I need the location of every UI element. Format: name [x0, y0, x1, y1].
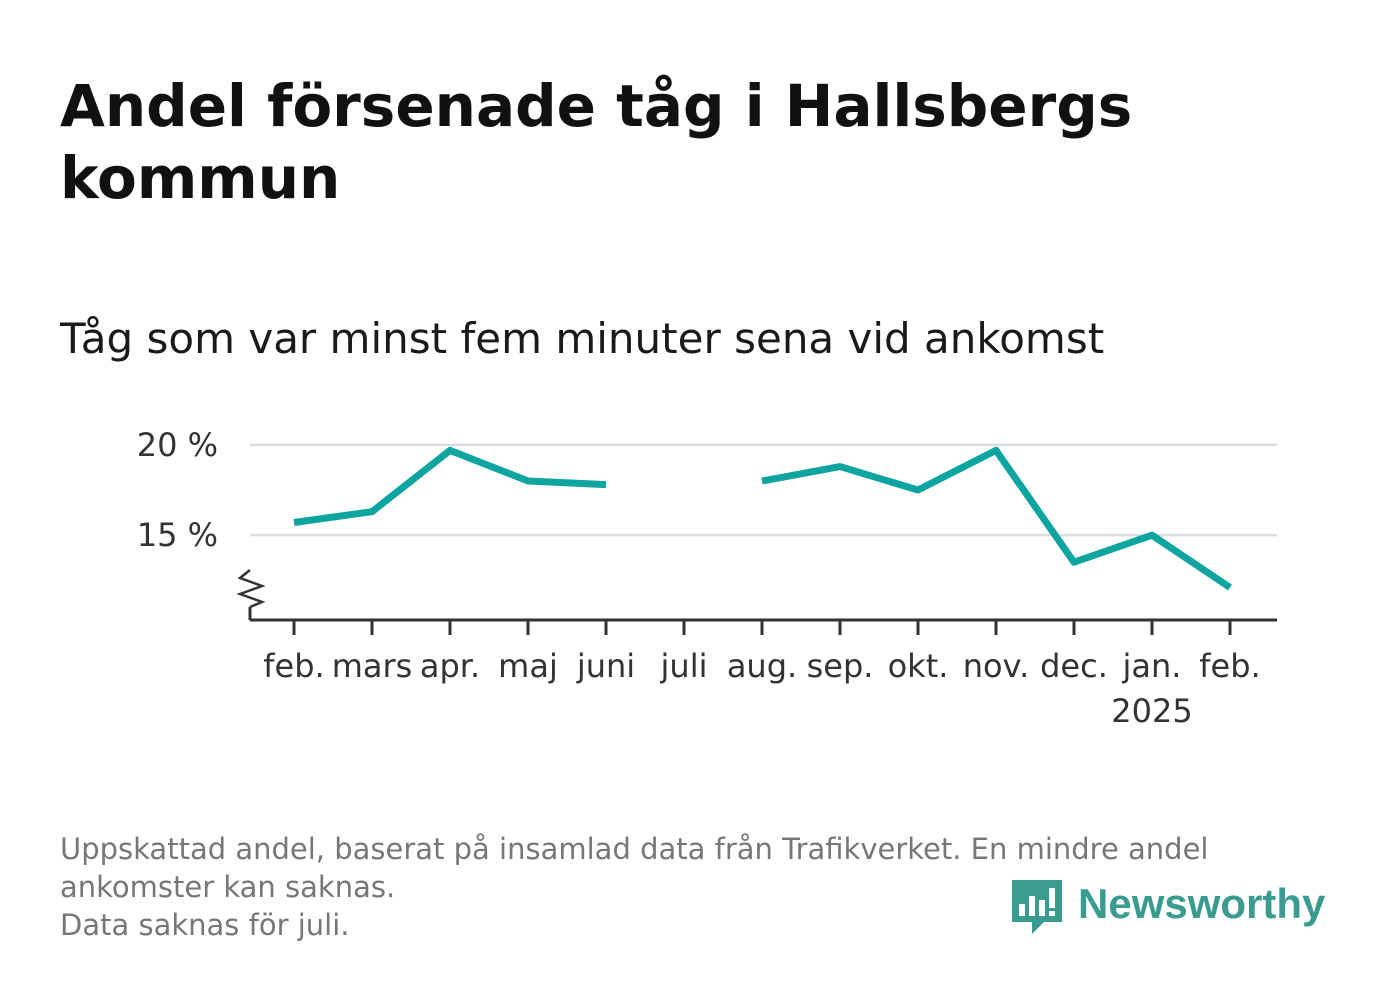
- bar-chart-speech-bubble-icon: [1012, 880, 1062, 934]
- x-tick-label: mars: [332, 647, 413, 685]
- axis-break-marker: [236, 569, 266, 609]
- chart-title: Andel försenade tåg i Hallsbergs kommun: [60, 72, 1133, 212]
- y-tick-label: 15 %: [137, 516, 218, 554]
- x-tick-label: feb.: [1199, 647, 1260, 685]
- brand-logo-text: Newsworthy: [1078, 880, 1326, 927]
- x-tick-label: jan.: [1122, 647, 1182, 685]
- grid-lines: [250, 443, 1277, 537]
- footnote-line-2: ankomster kan saknas.: [60, 870, 396, 904]
- x-axis-ticks: feb. mars apr. maj juni juli aug. sep. okt. nov. d…: [263, 620, 1261, 730]
- x-tick-label: juni: [576, 647, 635, 685]
- y-axis-ticks: 15 % 20 %: [137, 426, 218, 554]
- y-tick-label: 20 %: [137, 426, 218, 464]
- chart-subtitle: Tåg som var minst fem minuter sena vid a…: [60, 314, 1105, 363]
- footnote-line-3: Data saknas för juli.: [60, 908, 350, 942]
- x-tick-label: okt.: [888, 647, 949, 685]
- series-line-segment: [761, 446, 1232, 591]
- footnote: Uppskattad andel, baserat på insamlad da…: [60, 830, 1360, 944]
- x-tick-label: aug.: [727, 647, 797, 685]
- x-tick-label: nov.: [963, 647, 1029, 685]
- x-tick-label: sep.: [807, 647, 874, 685]
- x-tick-label: dec.: [1040, 647, 1108, 685]
- series-lines: [293, 446, 1232, 591]
- x-axis: [236, 569, 1277, 622]
- footnote-line-1: Uppskattad andel, baserat på insamlad da…: [60, 832, 1209, 866]
- series-line-segment: [293, 446, 607, 526]
- x-tick-label: apr.: [420, 647, 480, 685]
- x-tick-sublabel: 2025: [1111, 692, 1192, 730]
- x-tick-label: juli: [660, 647, 708, 685]
- x-tick-label: maj: [498, 647, 558, 685]
- x-tick-label: feb.: [263, 647, 324, 685]
